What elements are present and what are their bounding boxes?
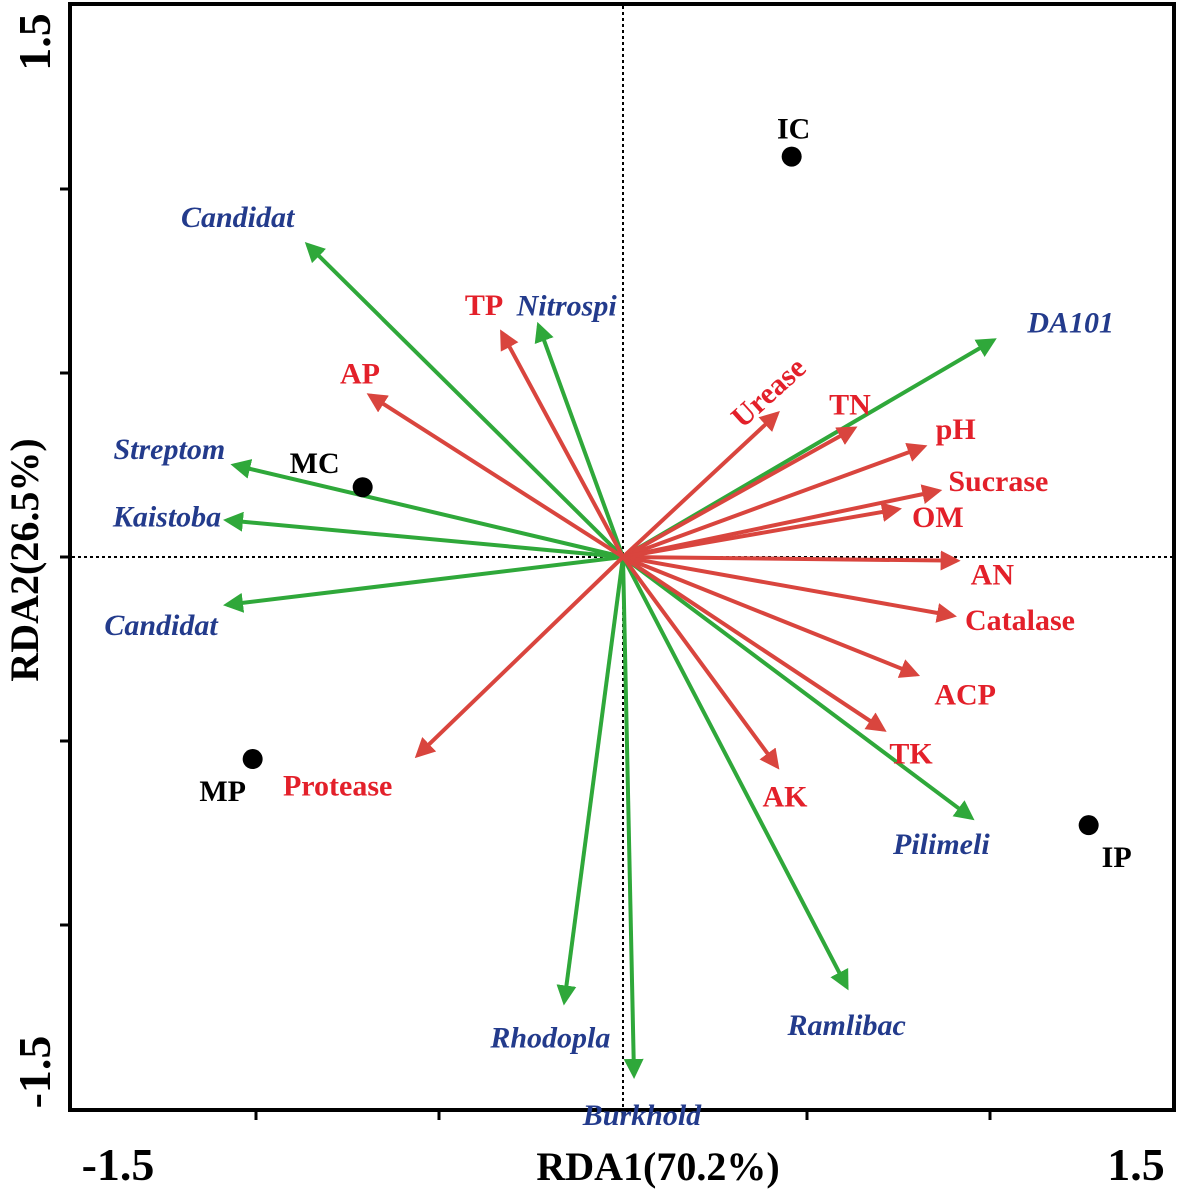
sample-label: MP [199, 775, 246, 808]
env-label: Catalase [965, 604, 1075, 637]
env-arrow [622, 555, 921, 678]
labels: Candidat Nitrospi DA101 Streptom Kaistoba Can… [104, 113, 1131, 1132]
env-arrow [621, 411, 780, 559]
env-label: TP [465, 289, 503, 322]
environmental-factor-arrows [366, 329, 961, 770]
env-arrow [621, 555, 887, 732]
x-axis-ticks [254, 1110, 992, 1120]
sample-label: MC [290, 447, 340, 480]
species-label: Candidat [104, 609, 219, 642]
env-arrow [500, 329, 625, 558]
species-label: Kaistoba [112, 500, 221, 533]
y-axis-title: RDA2(26.5%) [2, 438, 47, 681]
sample-point [781, 146, 802, 167]
species-label: Ramlibac [786, 1009, 905, 1042]
species-arrow [621, 556, 849, 991]
sample-label: IP [1102, 841, 1132, 874]
y-tick-label-min: -1.5 [9, 1036, 60, 1109]
x-axis-title: RDA1(70.2%) [536, 1144, 779, 1189]
species-arrow [534, 321, 625, 558]
species-label: DA101 [1026, 306, 1114, 339]
species-label: Rhodopla [489, 1021, 610, 1054]
x-tick-label-max: 1.5 [1107, 1139, 1165, 1190]
sample-points [242, 146, 1099, 836]
env-arrow [622, 550, 961, 571]
env-arrow [414, 555, 625, 759]
sample-point [352, 477, 373, 498]
env-label: ACP [934, 679, 996, 712]
sample-label: IC [777, 113, 810, 146]
species-arrow [621, 555, 975, 821]
species-label: Burkhold [582, 1099, 702, 1132]
species-label: Pilimeli [892, 828, 990, 861]
species-arrow [223, 511, 624, 559]
env-arrow [622, 426, 858, 559]
x-tick-label-min: -1.5 [82, 1139, 155, 1190]
env-label: AN [971, 559, 1015, 592]
env-label: Protease [283, 769, 392, 802]
y-axis-ticks [60, 187, 70, 927]
env-label: Sucrase [948, 465, 1048, 498]
species-arrow [230, 459, 624, 559]
env-label: OM [912, 501, 964, 534]
env-label: TK [889, 738, 933, 771]
env-arrow [622, 442, 928, 559]
species-label: Candidat [181, 201, 296, 234]
species-arrow [304, 241, 625, 559]
species-arrow [223, 555, 624, 613]
env-label: AP [340, 357, 380, 390]
species-label: Streptom [113, 433, 225, 466]
env-arrow [366, 393, 625, 559]
sample-point [1078, 815, 1099, 836]
env-label: AK [763, 780, 809, 813]
species-arrow [556, 556, 625, 1006]
y-tick-label-max: 1.5 [9, 13, 60, 71]
env-label: TN [829, 388, 871, 421]
species-arrow [621, 556, 644, 1079]
sample-point [242, 749, 263, 770]
env-arrow [622, 555, 957, 623]
species-label: Nitrospi [516, 290, 618, 323]
env-arrow [621, 555, 780, 770]
env-label: pH [936, 413, 976, 446]
env-arrow [622, 502, 902, 559]
